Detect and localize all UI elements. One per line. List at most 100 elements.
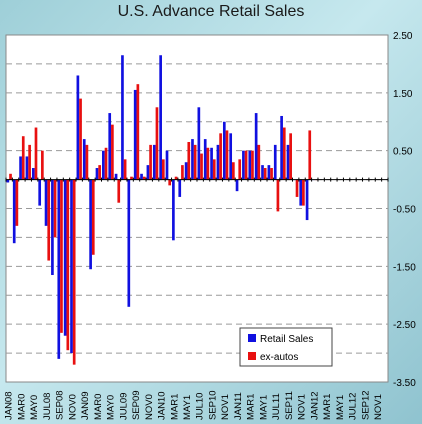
x-tick-label: JAN09 bbox=[80, 391, 91, 420]
y-tick-label: 0.50 bbox=[393, 147, 413, 158]
chart-title: U.S. Advance Retail Sales bbox=[117, 3, 305, 20]
bar-retail-sales bbox=[248, 150, 252, 180]
bar-retail-sales bbox=[76, 75, 80, 180]
bar-ex-autos bbox=[104, 147, 108, 180]
bar-retail-sales bbox=[159, 55, 162, 180]
x-tick-label: NOV1 bbox=[297, 394, 308, 420]
bar-retail-sales bbox=[12, 179, 16, 244]
bar-retail-sales bbox=[31, 168, 35, 180]
bar-retail-sales bbox=[146, 165, 150, 180]
bar-ex-autos bbox=[302, 179, 305, 206]
bar-retail-sales bbox=[38, 179, 42, 206]
x-tick-label: MAY1 bbox=[258, 395, 269, 420]
bar-ex-autos bbox=[28, 144, 31, 180]
bar-ex-autos bbox=[174, 176, 178, 180]
bar-retail-sales bbox=[178, 179, 182, 197]
bar-ex-autos bbox=[142, 176, 146, 180]
bar-ex-autos bbox=[244, 150, 248, 180]
bar-retail-sales bbox=[70, 179, 73, 354]
x-tick-label: JAN11 bbox=[233, 392, 244, 420]
bar-ex-autos bbox=[149, 144, 152, 180]
bar-retail-sales bbox=[57, 179, 61, 359]
bar-retail-sales bbox=[165, 150, 169, 180]
bar-ex-autos bbox=[91, 179, 95, 255]
bar-ex-autos bbox=[85, 144, 89, 180]
y-tick-label: 1.50 bbox=[393, 89, 413, 100]
bar-retail-sales bbox=[19, 156, 22, 180]
bar-ex-autos bbox=[168, 179, 172, 186]
x-tick-label: SEP08 bbox=[55, 390, 66, 420]
bar-retail-sales bbox=[63, 179, 67, 336]
bar-retail-sales bbox=[197, 107, 201, 180]
bar-retail-sales bbox=[95, 168, 99, 180]
bar-ex-autos bbox=[130, 176, 133, 180]
x-tick-label: NOV0 bbox=[67, 394, 78, 420]
legend-label-retail-sales: Retail Sales bbox=[260, 334, 313, 345]
y-tick-label: -2.50 bbox=[393, 320, 416, 331]
x-tick-label: MAY0 bbox=[29, 395, 40, 420]
bar-ex-autos bbox=[282, 127, 286, 180]
bar-retail-sales bbox=[305, 179, 309, 221]
x-tick-label: JUL08 bbox=[42, 393, 53, 420]
bar-ex-autos bbox=[111, 124, 114, 180]
legend-swatch-retail-sales bbox=[248, 334, 256, 342]
bar-ex-autos bbox=[193, 144, 197, 180]
bar-retail-sales bbox=[229, 133, 233, 180]
bar-ex-autos bbox=[276, 179, 280, 212]
bar-ex-autos bbox=[21, 136, 25, 180]
bar-ex-autos bbox=[232, 162, 235, 180]
x-tick-label: MAR1 bbox=[322, 394, 333, 420]
bar-retail-sales bbox=[267, 165, 271, 180]
y-tick-label: 2.50 bbox=[393, 31, 413, 42]
bar-ex-autos bbox=[308, 130, 312, 180]
bar-retail-sales bbox=[210, 147, 213, 180]
bar-retail-sales bbox=[254, 113, 258, 180]
bar-retail-sales bbox=[6, 179, 10, 183]
bar-retail-sales bbox=[184, 162, 188, 180]
x-tick-label: MAR0 bbox=[16, 394, 27, 420]
y-tick-label: -3.50 bbox=[393, 378, 416, 389]
bar-ex-autos bbox=[206, 147, 210, 180]
legend: Retail Sales ex-autos bbox=[239, 327, 333, 367]
x-tick-label: JUL09 bbox=[118, 393, 129, 420]
bar-retail-sales bbox=[299, 179, 303, 206]
bar-ex-autos bbox=[295, 179, 299, 197]
x-tick-label: NOV1 bbox=[220, 394, 231, 420]
bar-ex-autos bbox=[15, 179, 19, 226]
bar-ex-autos bbox=[257, 144, 261, 180]
bar-retail-sales bbox=[203, 139, 207, 180]
bar-retail-sales bbox=[108, 113, 112, 180]
x-tick-label: SEP10 bbox=[207, 390, 218, 420]
x-tick-label: MAY1 bbox=[182, 395, 193, 420]
legend-swatch-ex-autos bbox=[248, 352, 256, 360]
bar-retail-sales bbox=[242, 150, 245, 180]
bar-retail-sales bbox=[280, 115, 283, 180]
x-tick-label: MAY1 bbox=[335, 395, 346, 420]
x-tick-label: JUL10 bbox=[195, 393, 206, 420]
bar-retail-sales bbox=[261, 165, 264, 180]
bar-retail-sales bbox=[273, 144, 277, 180]
bar-retail-sales bbox=[133, 89, 137, 180]
bar-ex-autos bbox=[155, 107, 159, 180]
bar-ex-autos bbox=[60, 179, 63, 333]
y-tick-label: -0.50 bbox=[393, 205, 416, 216]
bar-retail-sales bbox=[286, 144, 290, 180]
x-tick-labels: JAN08 MAR0 MAY0 JUL08 SEP08 NOV0 JAN09 MAR0 MAY0… bbox=[4, 390, 384, 420]
x-tick-label: MAR0 bbox=[93, 394, 104, 420]
bar-retail-sales bbox=[172, 179, 175, 241]
bar-ex-autos bbox=[212, 159, 216, 180]
bar-retail-sales bbox=[89, 179, 92, 270]
x-tick-label: MAR1 bbox=[246, 394, 257, 420]
x-tick-label: MAY0 bbox=[106, 395, 117, 420]
bar-retail-sales bbox=[191, 139, 194, 180]
bar-ex-autos bbox=[53, 179, 57, 238]
bar-ex-autos bbox=[41, 150, 44, 180]
bar-ex-autos bbox=[98, 165, 101, 180]
bar-ex-autos bbox=[34, 127, 38, 180]
x-tick-label: SEP12 bbox=[360, 390, 371, 420]
bar-retail-sales bbox=[127, 179, 131, 307]
bar-retail-sales bbox=[222, 121, 226, 180]
bar-ex-autos bbox=[123, 159, 127, 180]
x-tick-label: SEP11 bbox=[284, 391, 295, 420]
bar-ex-autos bbox=[251, 150, 254, 180]
